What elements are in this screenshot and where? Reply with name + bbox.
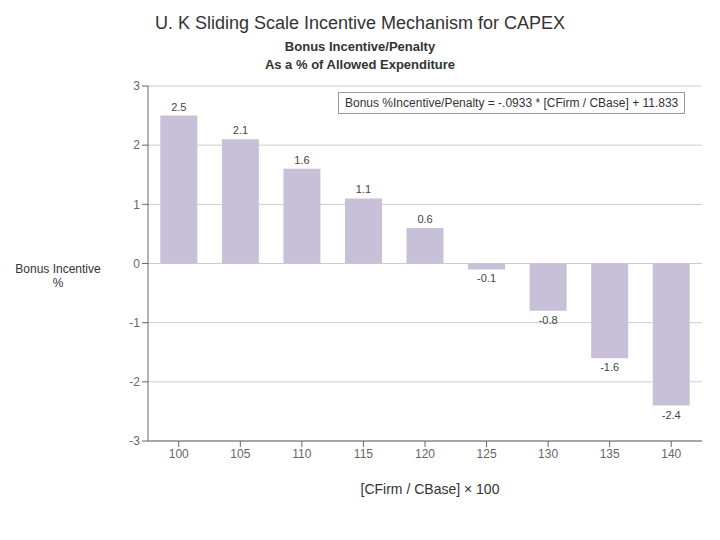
- svg-text:0.6: 0.6: [417, 213, 432, 225]
- svg-text:-2.4: -2.4: [662, 409, 681, 421]
- svg-text:120: 120: [415, 447, 435, 461]
- svg-text:2.5: 2.5: [171, 101, 186, 113]
- svg-text:110: 110: [292, 447, 311, 461]
- svg-text:-1: -1: [129, 316, 140, 330]
- svg-text:130: 130: [538, 447, 558, 461]
- svg-text:105: 105: [230, 447, 250, 461]
- svg-text:100: 100: [169, 447, 189, 461]
- svg-text:-0.1: -0.1: [477, 272, 496, 284]
- svg-text:1: 1: [133, 198, 140, 212]
- html-text:U. K Sliding Scale Incentive M: U. K Sliding Scale Incentive Mechanism f…: [154, 13, 566, 33]
- html-text:Bonus %Incentive/Penalty = -.0: Bonus %Incentive/Penalty = -.0933 * [CFi…: [345, 96, 679, 110]
- svg-text:-0.8: -0.8: [539, 314, 558, 326]
- svg-text:3: 3: [133, 79, 140, 93]
- svg-text:125: 125: [477, 447, 497, 461]
- svg-text:-2: -2: [129, 375, 140, 389]
- svg-text:115: 115: [354, 447, 373, 461]
- html-text:Bonus Incentive: Bonus Incentive: [15, 262, 101, 276]
- svg-text:140: 140: [661, 447, 681, 461]
- svg-text:1.1: 1.1: [356, 183, 371, 195]
- svg-text:1.6: 1.6: [294, 154, 309, 166]
- html-text:Bonus Incentive/Penalty: Bonus Incentive/Penalty: [284, 39, 436, 54]
- svg-text:0: 0: [133, 257, 140, 271]
- svg-text:135: 135: [600, 447, 620, 461]
- html-text:As a % of Allowed Expenditure: As a % of Allowed Expenditure: [264, 57, 456, 72]
- svg-text:2.1: 2.1: [233, 124, 248, 136]
- svg-text:2: 2: [133, 138, 140, 152]
- html-text:[CFirm / CBase] × 100: [CFirm / CBase] × 100: [360, 481, 500, 497]
- svg-text:-3: -3: [129, 434, 140, 448]
- svg-text:-1.6: -1.6: [600, 361, 619, 373]
